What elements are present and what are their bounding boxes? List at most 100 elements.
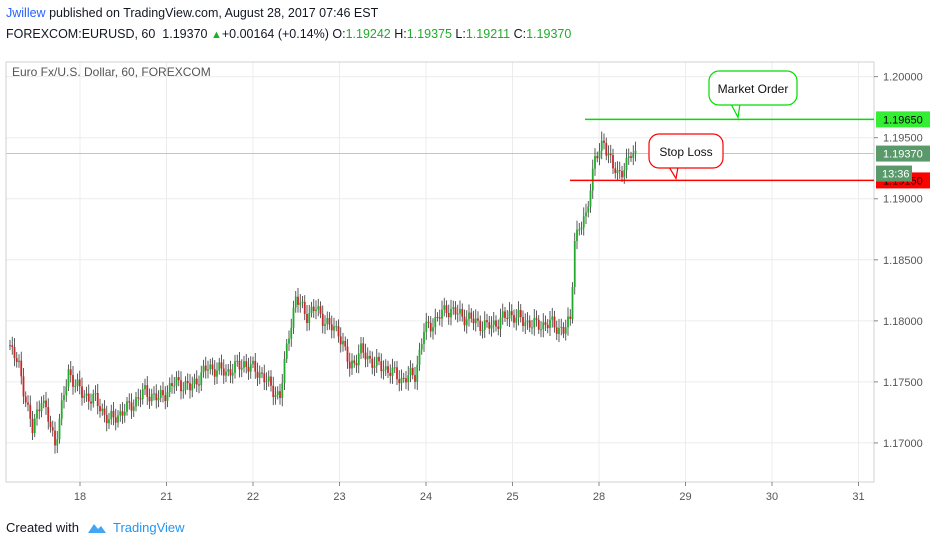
grid-lines (6, 62, 874, 482)
candle-body (74, 385, 77, 387)
candle-body (11, 345, 14, 348)
candle-body (400, 377, 403, 384)
candle-body (551, 316, 554, 320)
candle-body (393, 367, 396, 369)
candle-body (234, 361, 236, 373)
callout-label: Stop Loss (659, 145, 712, 159)
candle-body (279, 391, 281, 399)
candle-body (634, 150, 637, 154)
candle-body (504, 311, 506, 318)
candle-body (49, 421, 52, 428)
countdown-badge (876, 165, 912, 182)
candle-body (274, 394, 277, 398)
tradingview-logo-icon (87, 523, 106, 533)
candle-body (418, 349, 421, 365)
candle-body (256, 371, 259, 378)
candle-body (324, 324, 326, 326)
candle-body (441, 309, 443, 319)
candle-body (211, 364, 214, 370)
candle-body (492, 320, 495, 326)
candle-body (189, 383, 191, 391)
candle-body (355, 363, 358, 366)
tradingview-brand-link[interactable]: TradingView (112, 520, 185, 535)
candle-body (101, 408, 104, 412)
candle-body (571, 287, 574, 320)
candle-body (209, 364, 212, 370)
open-value: 1.19242 (345, 27, 391, 41)
candle-body (616, 170, 619, 174)
candle-body (47, 407, 50, 422)
candle-body (132, 406, 135, 411)
candle-body (490, 325, 493, 329)
candle-body (229, 369, 232, 376)
candle-body (387, 366, 389, 373)
candle-body (159, 390, 162, 399)
x-tick-label: 21 (160, 491, 172, 503)
candle-body (117, 415, 119, 423)
candle-body (562, 326, 565, 334)
ohlc-bar: FOREXCOM:EURUSD, 60 1.19370 ▲+0.00164 (+… (6, 27, 571, 41)
candle-body (204, 365, 207, 371)
price-axis[interactable]: 1.17000 1.17500 1.18000 1.18500 1.19000 1.195… (874, 72, 930, 450)
candle-body (569, 316, 572, 320)
candle-body (560, 326, 563, 328)
candle-body (326, 318, 329, 325)
candle-body (126, 401, 128, 412)
callout-box[interactable] (708, 70, 798, 106)
time-axis[interactable]: 18 21 22 23 24 25 28 29 30 31 (74, 482, 865, 503)
candle-body (483, 320, 486, 330)
candle-body (276, 391, 279, 395)
candle-body (564, 327, 567, 334)
candle-body (144, 385, 146, 390)
y-tick-label: 1.17500 (883, 377, 923, 389)
candle-body (166, 392, 169, 401)
candle-body (54, 430, 56, 446)
candle-body (13, 347, 16, 359)
candle-body (420, 344, 423, 350)
candle-body (603, 140, 605, 143)
candle-body (195, 378, 198, 385)
candle-body (486, 320, 488, 323)
candle-body (36, 409, 38, 419)
candle-body (459, 309, 461, 314)
candle-body (558, 327, 560, 334)
candle-body (193, 378, 196, 385)
callout-pointer (668, 166, 679, 181)
candle-body (182, 390, 185, 392)
candle-body (544, 322, 547, 325)
candle-body (587, 206, 590, 213)
candle-body (495, 320, 497, 327)
y-tick-label: 1.19000 (883, 194, 923, 206)
candle-body (553, 316, 556, 328)
candle-body (236, 360, 239, 362)
candle-body (414, 375, 416, 382)
candle-body (605, 142, 608, 156)
candle-body (546, 324, 549, 329)
candle-body (630, 156, 632, 158)
candle-body (81, 386, 83, 398)
callout-box[interactable] (648, 133, 724, 169)
candle-body (245, 361, 248, 367)
candle-body (594, 156, 596, 169)
candle-body (477, 318, 479, 321)
candle-body (9, 345, 11, 347)
candle-body (555, 327, 558, 334)
candle-body (110, 410, 113, 420)
candle-body (263, 373, 266, 383)
candle-body (306, 314, 308, 324)
candle-body (416, 364, 419, 382)
candle-body (405, 378, 407, 383)
candle-body (342, 340, 344, 345)
candle-body (524, 322, 527, 326)
candle-body (162, 390, 164, 396)
candle-body (618, 170, 621, 172)
candle-body (436, 316, 439, 318)
x-tick-label: 28 (593, 491, 605, 503)
candle-body (427, 321, 430, 323)
candle-body (285, 343, 288, 359)
candle-body (137, 397, 140, 399)
author-link[interactable]: Jwillew (6, 6, 46, 20)
